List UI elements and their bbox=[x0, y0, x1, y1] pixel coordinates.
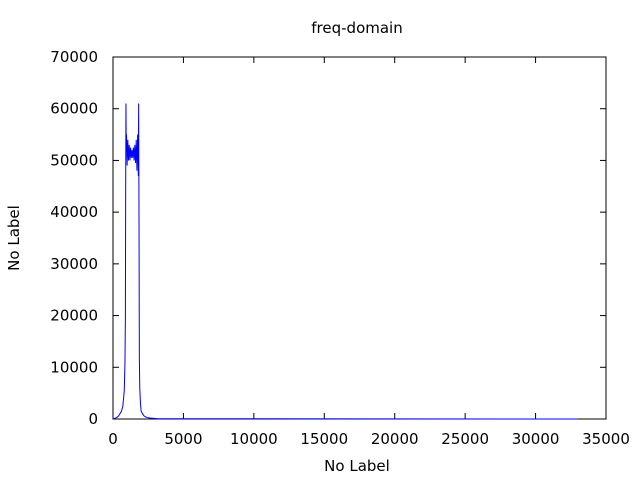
axis-tick-labels: 0 5000 10000 15000 20000 25000 30000 35000 0 1000… bbox=[50, 48, 630, 448]
series-line bbox=[112, 103, 578, 420]
x-tick-label: 0 bbox=[108, 430, 118, 448]
y-tick-label: 20000 bbox=[50, 307, 98, 325]
x-axis-label: No Label bbox=[324, 457, 390, 475]
x-tick-label: 25000 bbox=[441, 430, 489, 448]
y-axis-label: No Label bbox=[5, 205, 23, 271]
y-tick-label: 70000 bbox=[50, 48, 98, 66]
chart-title: freq-domain bbox=[311, 19, 402, 37]
y-tick-label: 30000 bbox=[50, 255, 98, 273]
x-tick-label: 20000 bbox=[371, 430, 419, 448]
plot-frame bbox=[112, 56, 607, 420]
y-tick-label: 0 bbox=[88, 410, 98, 428]
x-tick-label: 35000 bbox=[582, 430, 630, 448]
y-tick-label: 40000 bbox=[50, 203, 98, 221]
y-tick-label: 10000 bbox=[50, 358, 98, 376]
x-tick-label: 15000 bbox=[300, 430, 348, 448]
y-tick-label: 60000 bbox=[50, 100, 98, 118]
axis-ticks bbox=[112, 56, 607, 420]
x-tick-label: 5000 bbox=[164, 430, 202, 448]
y-tick-label: 50000 bbox=[50, 151, 98, 169]
x-tick-label: 10000 bbox=[230, 430, 278, 448]
x-tick-label: 30000 bbox=[512, 430, 560, 448]
